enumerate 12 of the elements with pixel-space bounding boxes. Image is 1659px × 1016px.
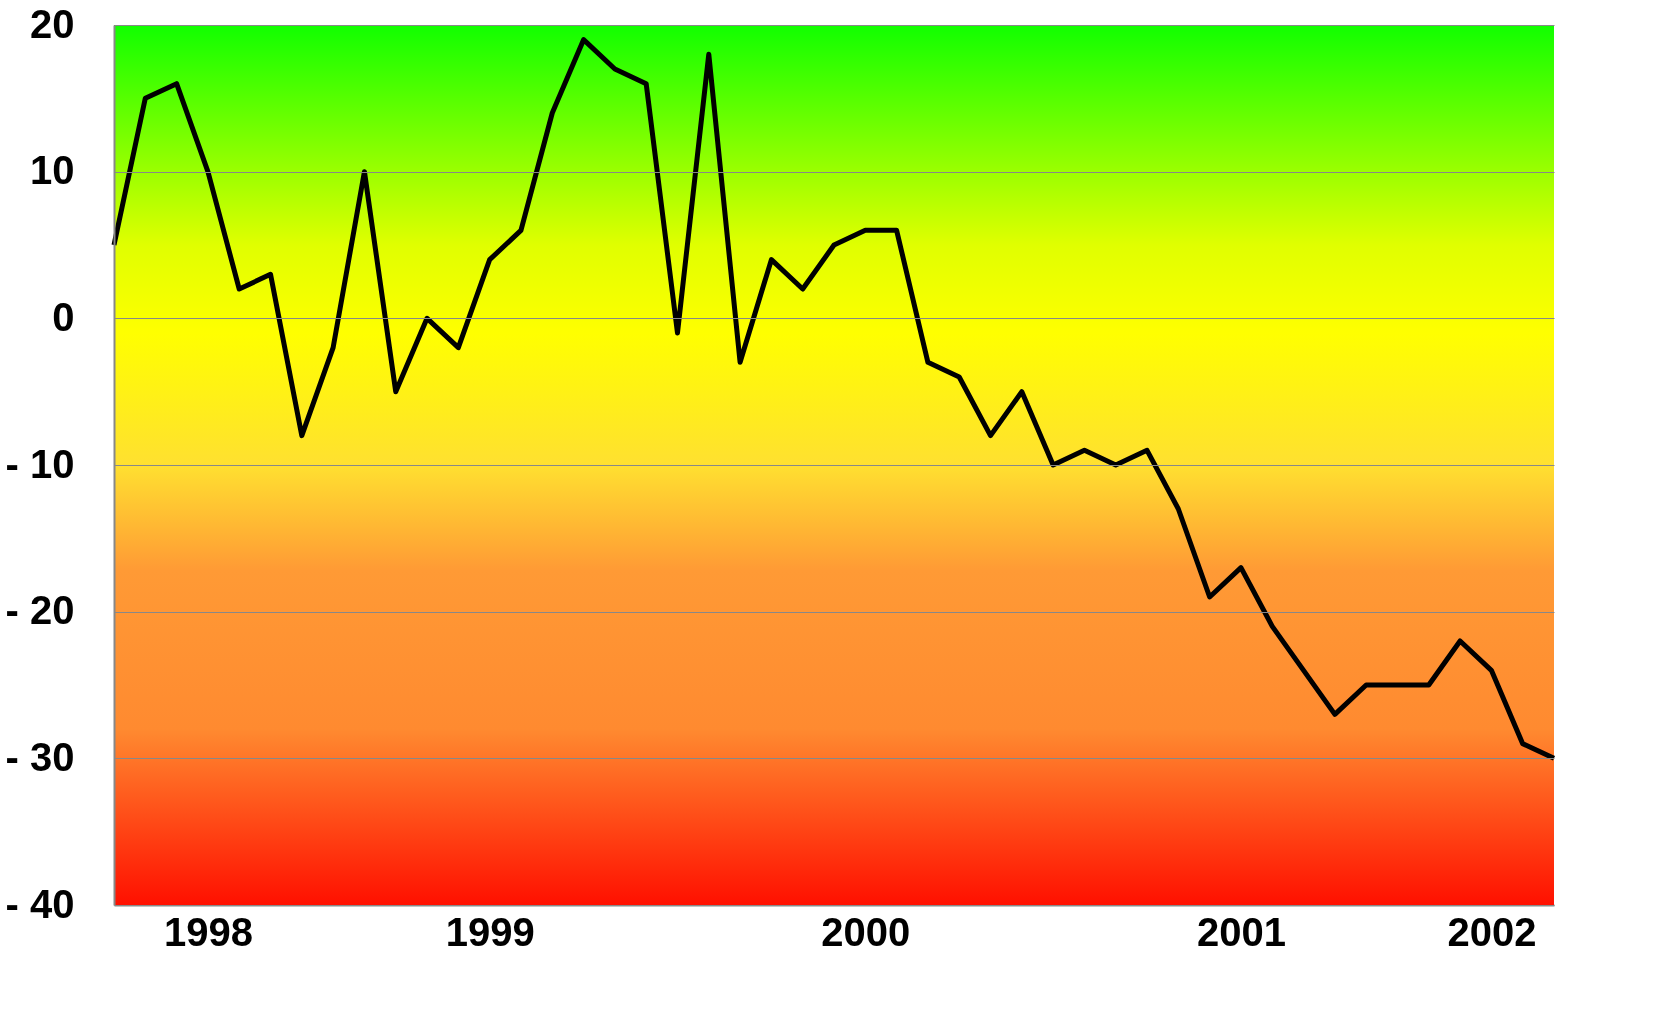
y-tick-label: - 30 [5,734,75,779]
y-tick-label: 10 [30,148,75,193]
x-tick-label: 1999 [445,909,535,954]
x-tick-label: 2001 [1196,909,1286,954]
x-tick-label: 1998 [163,909,253,954]
y-tick-label: - 20 [5,588,75,633]
y-tick-label: 20 [30,1,75,46]
y-tick-label: - 10 [5,441,75,486]
y-tick-label: 0 [52,294,75,339]
y-tick-label: - 40 [5,881,75,926]
x-tick-label: 2000 [821,909,911,954]
x-tick-label: 2002 [1447,909,1537,954]
